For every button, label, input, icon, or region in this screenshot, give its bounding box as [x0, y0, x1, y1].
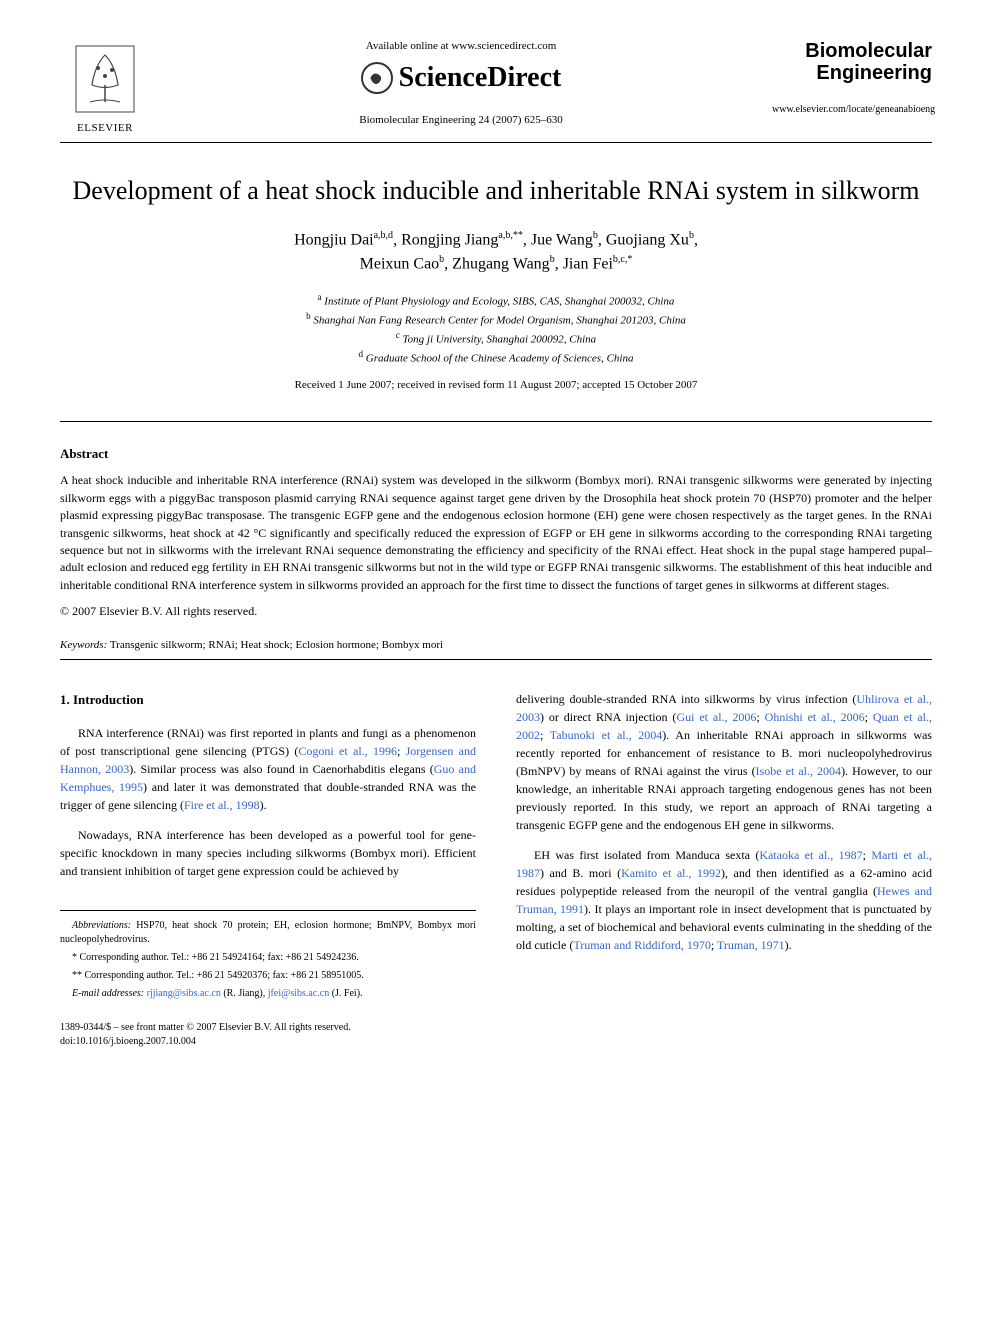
keywords-label: Keywords: [60, 639, 107, 651]
email-link[interactable]: rjjiang@sibs.ac.cn [144, 988, 221, 999]
doi-line: doi:10.1016/j.bioeng.2007.10.004 [60, 1035, 476, 1049]
ref-link[interactable]: Isobe et al., 2004 [756, 764, 841, 778]
keywords-line: Keywords: Transgenic silkworm; RNAi; Hea… [60, 639, 932, 651]
article-dates: Received 1 June 2007; received in revise… [60, 379, 932, 391]
ref-link[interactable]: Tabunoki et al., 2004 [550, 728, 663, 742]
authors-list: Hongjiu Daia,b,d, Rongjing Jianga,b,**, … [60, 228, 932, 277]
abstract-bottom-divider [60, 659, 932, 660]
abstract-heading: Abstract [60, 446, 932, 462]
ref-link[interactable]: Truman, 1971 [717, 938, 785, 952]
journal-url: www.elsevier.com/locate/geneanabioeng [772, 104, 932, 115]
journal-block: Biomolecular Engineering www.elsevier.co… [772, 40, 932, 115]
abstract-body: A heat shock inducible and inheritable R… [60, 472, 932, 594]
sciencedirect-logo: ScienceDirect [170, 62, 752, 94]
copyright-line: © 2007 Elsevier B.V. All rights reserved… [60, 604, 932, 619]
intro-p2: Nowadays, RNA interference has been deve… [60, 826, 476, 880]
article-title: Development of a heat shock inducible an… [60, 173, 932, 208]
front-matter-line: 1389-0344/$ – see front matter © 2007 El… [60, 1021, 476, 1035]
intro-p4: EH was first isolated from Manduca sexta… [516, 846, 932, 954]
email-link[interactable]: jfei@sibs.ac.cn [268, 988, 329, 999]
journal-title: Biomolecular Engineering [772, 40, 932, 84]
elsevier-label: ELSEVIER [60, 122, 150, 134]
ref-link[interactable]: Truman and Riddiford, 1970 [573, 938, 711, 952]
ref-link[interactable]: Gui et al., 2006 [676, 710, 756, 724]
header-divider [60, 142, 932, 143]
corresponding-author-1: * Corresponding author. Tel.: +86 21 549… [60, 951, 476, 965]
keywords-text: Transgenic silkworm; RNAi; Heat shock; E… [107, 639, 443, 651]
right-column: delivering double-stranded RNA into silk… [516, 690, 932, 1049]
citation-line: Biomolecular Engineering 24 (2007) 625–6… [170, 114, 752, 126]
sciencedirect-icon [361, 62, 393, 94]
bottom-info: 1389-0344/$ – see front matter © 2007 El… [60, 1021, 476, 1049]
abbreviations-footnote: Abbreviations: HSP70, heat shock 70 prot… [60, 919, 476, 947]
section-heading-intro: 1. Introduction [60, 690, 476, 710]
intro-p1: RNA interference (RNAi) was first report… [60, 724, 476, 814]
ref-link[interactable]: Fire et al., 1998 [184, 798, 260, 812]
header-center: Available online at www.sciencedirect.co… [150, 40, 772, 130]
intro-p3: delivering double-stranded RNA into silk… [516, 690, 932, 834]
affiliations: a Institute of Plant Physiology and Ecol… [60, 291, 932, 368]
elsevier-tree-icon [70, 40, 140, 118]
elsevier-logo-block: ELSEVIER [60, 40, 150, 134]
available-online-text: Available online at www.sciencedirect.co… [170, 40, 752, 52]
ref-link[interactable]: Kataoka et al., 1987 [759, 848, 862, 862]
ref-link[interactable]: Cogoni et al., 1996 [298, 744, 397, 758]
abstract-top-divider [60, 421, 932, 422]
sciencedirect-text: ScienceDirect [399, 62, 562, 94]
left-column: 1. Introduction RNA interference (RNAi) … [60, 690, 476, 1049]
footnotes: Abbreviations: HSP70, heat shock 70 prot… [60, 910, 476, 1001]
ref-link[interactable]: Ohnishi et al., 2006 [765, 710, 865, 724]
ref-link[interactable]: Kamito et al., 1992 [621, 866, 721, 880]
email-addresses: E-mail addresses: rjjiang@sibs.ac.cn (R.… [60, 987, 476, 1001]
corresponding-author-2: ** Corresponding author. Tel.: +86 21 54… [60, 969, 476, 983]
